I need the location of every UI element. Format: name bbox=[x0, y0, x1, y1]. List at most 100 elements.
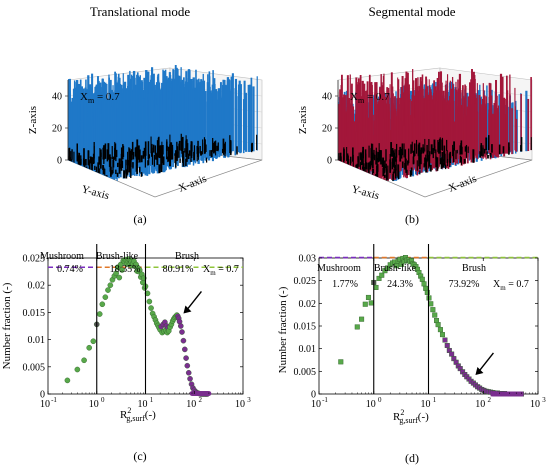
surface-column bbox=[61, 102, 63, 180]
y-tick-label: 0 bbox=[311, 390, 316, 401]
surface-column bbox=[348, 159, 350, 172]
surface-column bbox=[242, 99, 245, 154]
x-tick-exponent: -1 bbox=[322, 396, 328, 404]
surface-column bbox=[335, 169, 337, 184]
surface-column bbox=[380, 74, 382, 158]
surface-column bbox=[69, 170, 71, 184]
surface-column bbox=[169, 134, 171, 151]
surface-column bbox=[209, 150, 211, 156]
surface-column bbox=[435, 149, 437, 160]
surface-column bbox=[392, 173, 394, 182]
surface-column bbox=[196, 145, 198, 162]
surface-column bbox=[394, 149, 396, 162]
data-point bbox=[365, 294, 371, 300]
panel-a-xm-annotation: Xm = 0.7 bbox=[80, 91, 120, 105]
panel-b-xm-annotation: Xm = 0.7 bbox=[350, 91, 390, 105]
surface-column bbox=[87, 153, 89, 166]
surface-column bbox=[439, 151, 441, 161]
surface-column bbox=[496, 113, 499, 151]
panel-d-region-brush: Brush bbox=[462, 263, 486, 274]
data-point bbox=[359, 316, 365, 322]
surface-column bbox=[426, 144, 428, 159]
x-tick-exponent: 3 bbox=[247, 396, 251, 404]
surface-column bbox=[162, 70, 166, 152]
surface-column bbox=[240, 84, 242, 153]
surface-column bbox=[472, 81, 475, 152]
surface-column bbox=[415, 139, 418, 154]
surface-column bbox=[187, 153, 190, 160]
surface-column bbox=[425, 158, 428, 163]
surface-column bbox=[527, 98, 530, 152]
surface-column bbox=[171, 99, 174, 162]
surface-column bbox=[160, 148, 163, 159]
panel-c-label: (c) bbox=[133, 449, 146, 463]
surface-column bbox=[394, 164, 396, 170]
surface-column bbox=[156, 140, 159, 157]
data-point bbox=[354, 324, 360, 330]
surface-column bbox=[135, 146, 138, 159]
surface-column bbox=[365, 114, 368, 164]
arrow-head bbox=[475, 366, 484, 375]
panel-d-data-points bbox=[338, 255, 525, 397]
surface-column bbox=[72, 168, 75, 174]
surface-column bbox=[351, 113, 353, 182]
surface-column bbox=[442, 162, 445, 168]
surface-column bbox=[400, 120, 402, 171]
surface-column bbox=[226, 77, 230, 153]
surface-column bbox=[398, 88, 400, 155]
surface-column bbox=[449, 151, 452, 163]
data-point bbox=[439, 332, 445, 338]
surface-column bbox=[120, 147, 123, 166]
surface-column bbox=[405, 123, 407, 166]
surface-column bbox=[415, 105, 417, 153]
surface-column bbox=[406, 115, 409, 162]
surface-column bbox=[348, 97, 351, 173]
surface-column bbox=[399, 146, 402, 162]
surface-column bbox=[93, 145, 95, 164]
surface-column bbox=[498, 94, 501, 155]
surface-column bbox=[483, 148, 486, 154]
data-point bbox=[144, 290, 151, 297]
surface-column bbox=[130, 150, 132, 168]
data-point bbox=[187, 375, 193, 382]
panel-c-region-brush: Brush bbox=[175, 251, 199, 262]
surface-column bbox=[191, 96, 194, 152]
surface-column bbox=[154, 95, 156, 164]
surface-column bbox=[407, 160, 409, 166]
surface-column bbox=[367, 132, 369, 178]
surface-column bbox=[375, 154, 377, 165]
surface-column bbox=[102, 147, 104, 160]
surface-column bbox=[335, 125, 337, 176]
surface-column bbox=[425, 159, 428, 173]
surface-column bbox=[116, 172, 119, 177]
surface-column bbox=[460, 146, 463, 155]
surface-column bbox=[436, 139, 439, 171]
surface-column bbox=[410, 144, 412, 154]
surface-column bbox=[346, 176, 349, 186]
surface-column bbox=[201, 95, 204, 154]
data-point bbox=[449, 351, 455, 357]
surface-column bbox=[128, 148, 131, 167]
surface-column bbox=[359, 107, 362, 180]
surface-column bbox=[231, 73, 234, 152]
panel-a-z-ticks: 0 20 40 bbox=[52, 92, 68, 167]
surface-column bbox=[441, 151, 444, 165]
surface-column bbox=[485, 96, 488, 152]
surface-column bbox=[433, 139, 436, 151]
surface-column bbox=[389, 154, 391, 164]
panel-b-z-ticks: 0 20 40 bbox=[322, 92, 338, 167]
data-point bbox=[90, 338, 97, 345]
surface-column bbox=[127, 151, 129, 170]
panel-c-region-brush-like: Brush-like bbox=[96, 251, 139, 262]
surface-column bbox=[89, 88, 92, 165]
x-tick-exponent: -1 bbox=[51, 396, 57, 404]
surface-column bbox=[176, 146, 178, 157]
surface-column bbox=[328, 181, 330, 193]
surface-column bbox=[482, 147, 484, 157]
panel-c-percent-brush-like: 18.35% bbox=[110, 264, 141, 275]
surface-column bbox=[185, 140, 187, 158]
surface-column bbox=[446, 139, 448, 151]
surface-column bbox=[73, 151, 75, 164]
surface-column bbox=[417, 147, 420, 155]
surface-column bbox=[150, 136, 152, 154]
